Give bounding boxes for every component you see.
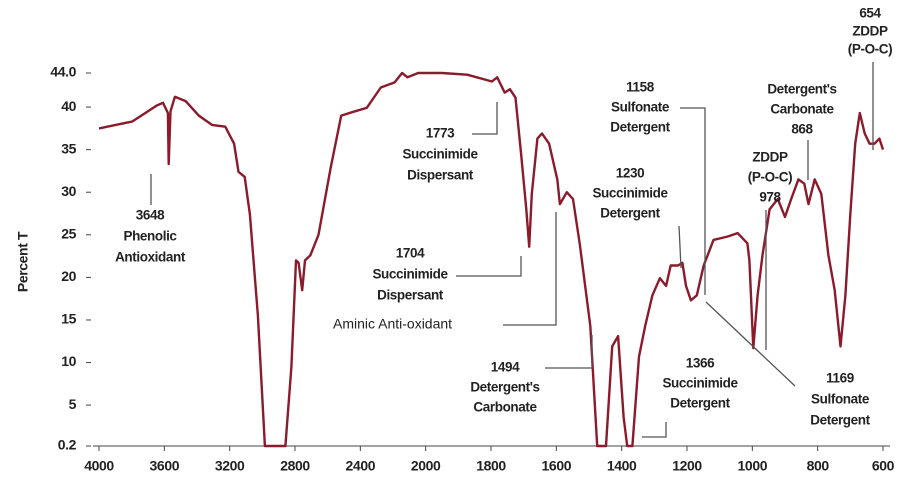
annotation-text: 1230 <box>616 166 644 181</box>
annotation-text: ZDDP <box>852 24 888 39</box>
annotation-leader <box>678 225 682 269</box>
x-tick-label: 600 <box>872 458 895 474</box>
annotation-text: 1169 <box>826 371 854 386</box>
y-tick-label: 35 <box>61 140 76 156</box>
x-tick-label: 2400 <box>346 458 376 474</box>
annotation-text: 1704 <box>396 246 425 261</box>
annotation-text: 978 <box>759 190 781 205</box>
x-tick-label: 3200 <box>215 458 245 474</box>
annotation-text: ZDDP <box>752 150 788 165</box>
annotation-leader <box>545 335 593 369</box>
annotation-text: Carbonate <box>770 102 834 117</box>
x-tick-label: 1400 <box>607 458 637 474</box>
annotation-text: 3648 <box>136 208 165 223</box>
annotation-leader <box>472 102 498 135</box>
annotation-text: 654 <box>859 6 881 21</box>
y-tick-label: 40 <box>61 98 76 114</box>
annotation-leader <box>705 301 796 387</box>
annotation-text: Carbonate <box>473 400 537 415</box>
annotation-text: Detergent <box>670 396 730 411</box>
annotation-text: 1494 <box>491 360 520 375</box>
annotation-leader <box>680 107 706 295</box>
annotation-text: (P-O-C) <box>848 42 892 57</box>
y-tick-label: 44.0 <box>50 64 76 80</box>
x-tick-label: 4000 <box>84 458 114 474</box>
annotation-text: Dispersant <box>377 288 444 303</box>
annotation-text: Phenolic <box>123 229 177 244</box>
y-tick-label: 25 <box>61 226 76 242</box>
annotation-text: Succinimide <box>372 267 448 282</box>
annotation-text: Detergent <box>600 206 660 221</box>
x-tick-label: 1600 <box>542 458 572 474</box>
annotation-text: 1366 <box>686 356 715 371</box>
annotation-leader <box>642 422 667 438</box>
y-tick-label: 15 <box>61 311 76 327</box>
annotation-text: Sulfonate <box>811 392 870 407</box>
annotation-text: Succinimide <box>662 376 738 391</box>
annotation-text: Antioxidant <box>115 250 186 265</box>
x-tick-label: 1200 <box>672 458 702 474</box>
annotation-leader <box>456 256 522 277</box>
spectrum-line <box>98 71 885 448</box>
x-tick-label: 3600 <box>150 458 180 474</box>
y-tick-label: 20 <box>61 268 76 284</box>
annotation-text: Succinimide <box>592 186 668 201</box>
annotation-text: Dispersant <box>407 168 474 183</box>
x-tick-label: 2000 <box>411 458 441 474</box>
annotation-text: (P-O-C) <box>748 170 792 185</box>
annotation-leader <box>503 212 557 326</box>
annotation-text: Aminic Anti-oxidant <box>333 316 452 332</box>
annotation-text: Detergent <box>810 413 870 428</box>
x-tick-label: 800 <box>807 458 830 474</box>
annotation-text: Detergent's <box>767 82 836 97</box>
annotation-text: Detergent <box>610 120 670 135</box>
annotation-text: Sulfonate <box>611 100 670 115</box>
y-axis-label: Percent T <box>15 231 31 292</box>
x-tick-label: 1800 <box>476 458 506 474</box>
annotation-text: 1773 <box>426 126 455 141</box>
y-tick-label: 0.2 <box>58 437 77 453</box>
y-tick-label: 10 <box>61 353 76 369</box>
annotation-text: Succinimide <box>402 147 478 162</box>
annotation-text: Detergent's <box>470 380 539 395</box>
annotation-text: 868 <box>791 122 813 137</box>
annotation-text: 1158 <box>626 80 655 95</box>
y-tick-label: 30 <box>61 183 76 199</box>
y-tick-label: 5 <box>69 396 77 412</box>
x-tick-label: 2800 <box>280 458 310 474</box>
x-tick-label: 1000 <box>738 458 768 474</box>
